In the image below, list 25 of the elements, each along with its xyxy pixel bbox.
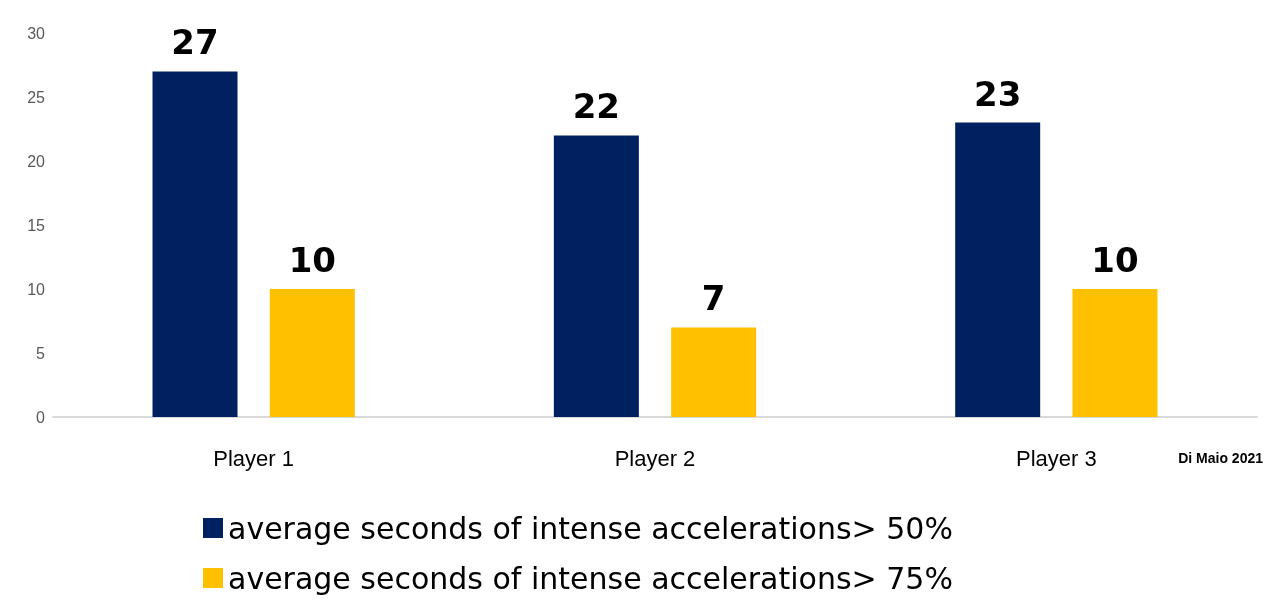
bar xyxy=(152,71,238,417)
data-label: 22 xyxy=(572,86,621,127)
legend-label: average seconds of intense accelerations> 50% xyxy=(228,510,953,546)
y-tick-label: 20 xyxy=(27,152,46,170)
bar xyxy=(955,122,1041,417)
y-tick-label: 5 xyxy=(36,344,46,362)
y-tick-label: 30 xyxy=(27,24,46,42)
x-tick-label: Player 3 xyxy=(1015,445,1097,471)
data-label: 7 xyxy=(701,278,726,319)
bar xyxy=(269,289,355,417)
y-tick-label: 0 xyxy=(36,408,46,426)
data-label: 10 xyxy=(288,240,336,280)
y-tick-label: 25 xyxy=(27,88,46,106)
x-tick-label: Player 2 xyxy=(614,445,696,471)
legend-label: average seconds of intense accelerations> 75% xyxy=(228,560,953,596)
data-label: 10 xyxy=(1091,240,1139,280)
bar xyxy=(1072,289,1158,417)
data-label: 23 xyxy=(974,73,1022,114)
y-tick-label: 15 xyxy=(27,216,46,234)
x-tick-label: Player 1 xyxy=(213,445,295,471)
bar xyxy=(553,135,639,417)
text: Di Maio 2021 xyxy=(1178,450,1264,466)
data-label: 27 xyxy=(171,22,219,63)
bar xyxy=(671,327,757,417)
y-tick-label: 10 xyxy=(27,280,46,298)
